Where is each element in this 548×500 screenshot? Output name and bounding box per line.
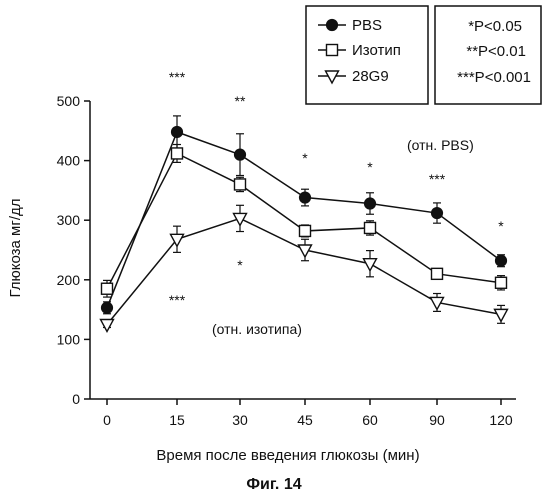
sig-legend-1: *P<0.05 [468, 18, 522, 35]
y-tick-label: 200 [57, 272, 81, 288]
sig-legend-2: **P<0.01 [466, 43, 526, 60]
x-tick-label: 120 [489, 412, 513, 428]
data-point-circle [102, 302, 113, 313]
legend-label: PBS [352, 17, 382, 34]
significance-mark: *** [169, 292, 186, 308]
x-tick-label: 90 [429, 412, 445, 428]
data-point-circle [327, 20, 338, 31]
y-ticks: 0 100 200 300 400 500 [57, 93, 90, 407]
data-point-circle [172, 126, 183, 137]
x-tick-label: 45 [297, 412, 313, 428]
significance-mark: * [302, 150, 308, 166]
data-point-square [365, 222, 376, 233]
x-tick-label: 15 [169, 412, 185, 428]
data-point-square [327, 45, 338, 56]
data-point-circle [235, 149, 246, 160]
sig-legend-3: ***P<0.001 [457, 69, 531, 86]
y-tick-label: 100 [57, 331, 81, 347]
data-point-triangle [495, 309, 508, 321]
x-tick-label: 30 [232, 412, 248, 428]
x-tick-label: 60 [362, 412, 378, 428]
significance-mark: ** [235, 93, 246, 109]
series-3 [101, 205, 508, 331]
data-point-circle [300, 192, 311, 203]
data-point-square [172, 148, 183, 159]
significance-mark: * [237, 257, 243, 273]
annotation-bottom-label: (отн. изотипа) [212, 321, 302, 337]
data-point-square [235, 179, 246, 190]
y-tick-label: 300 [57, 212, 81, 228]
y-axis-title: Глюкоза мг/дл [7, 198, 24, 297]
y-tick-label: 400 [57, 153, 81, 169]
figure-caption: Фиг. 14 [246, 476, 301, 493]
data-point-square [432, 268, 443, 279]
x-axis-title: Время после введения глюкозы (мин) [156, 447, 419, 464]
data-point-square [496, 277, 507, 288]
y-tick-label: 500 [57, 93, 81, 109]
significance-mark: * [498, 218, 504, 234]
data-point-triangle [364, 259, 377, 271]
x-ticks: 0 15 30 45 60 90 120 [103, 399, 513, 428]
y-tick-label: 0 [72, 391, 80, 407]
data-point-square [102, 283, 113, 294]
data-point-circle [496, 255, 507, 266]
x-tick-label: 0 [103, 412, 111, 428]
data-point-square [300, 225, 311, 236]
data-point-triangle [101, 320, 114, 332]
significance-mark: * [367, 159, 373, 175]
legend-label: 28G9 [352, 68, 389, 85]
significance-mark: *** [429, 171, 446, 187]
data-point-circle [432, 208, 443, 219]
annotation-top-label: (отн. PBS) [407, 137, 474, 153]
data-point-circle [365, 198, 376, 209]
legend-label: Изотип [352, 42, 401, 59]
significance-bottom: **** [169, 257, 243, 308]
significance-mark: *** [169, 69, 186, 85]
